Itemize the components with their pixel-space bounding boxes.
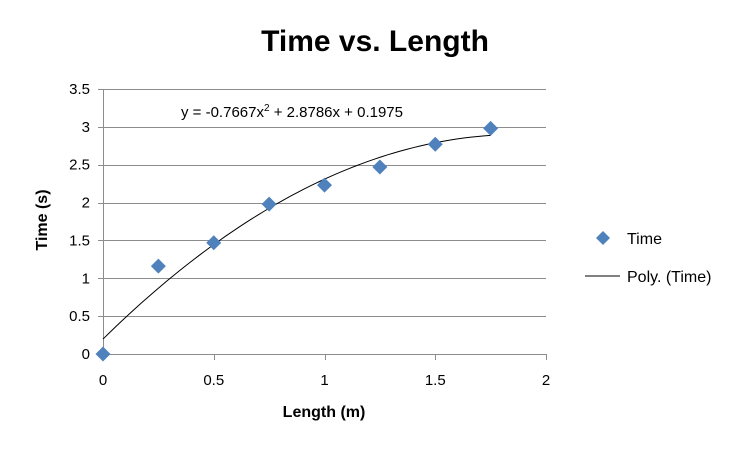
x-axis-title: Length (m) <box>283 404 366 421</box>
chart-title: Time vs. Length <box>261 25 489 58</box>
equation-suffix: + 2.8786x + 0.1975 <box>270 104 403 121</box>
x-tick-label: 1 <box>320 372 328 389</box>
x-tick-label: 0.5 <box>203 372 224 389</box>
data-point-time <box>427 136 443 152</box>
equation-exponent: 2 <box>264 103 270 114</box>
trendline-equation: y = -0.7667x2 + 2.8786x + 0.1975 <box>181 103 403 121</box>
legend: Time Poly. (Time) <box>585 231 711 286</box>
x-tick-label: 2 <box>542 372 550 389</box>
data-point-time <box>206 235 222 251</box>
legend-label-time: Time <box>627 231 662 248</box>
legend-marker-time <box>596 231 610 245</box>
x-tick-label: 0 <box>99 372 107 389</box>
y-tick-label: 2.5 <box>69 157 90 174</box>
y-tick-label: 1 <box>82 270 90 287</box>
data-point-time <box>95 346 111 362</box>
y-tick-label: 3 <box>82 119 90 136</box>
y-tick-label: 1.5 <box>69 232 90 249</box>
equation-prefix: y = -0.7667x <box>181 104 264 121</box>
data-point-time <box>261 196 277 212</box>
y-tick-label: 3.5 <box>69 81 90 98</box>
y-tick-labels: 0 0.5 1 1.5 2 2.5 3 3.5 <box>69 81 90 363</box>
legend-label-trendline: Poly. (Time) <box>627 269 711 286</box>
data-points <box>95 120 499 362</box>
gridlines <box>103 89 546 317</box>
y-axis-title: Time (s) <box>34 189 51 250</box>
y-tick-label: 0 <box>82 346 90 363</box>
trendline-curve <box>102 134 491 340</box>
data-point-time <box>483 120 499 136</box>
data-point-time <box>317 177 332 193</box>
axes <box>98 89 547 360</box>
y-tick-label: 0.5 <box>69 308 90 325</box>
data-point-time <box>150 258 166 274</box>
y-tick-label: 2 <box>82 195 90 212</box>
x-tick-labels: 0 0.5 1 1.5 2 <box>99 372 550 389</box>
x-tick-label: 1.5 <box>425 372 446 389</box>
data-point-time <box>372 159 388 175</box>
